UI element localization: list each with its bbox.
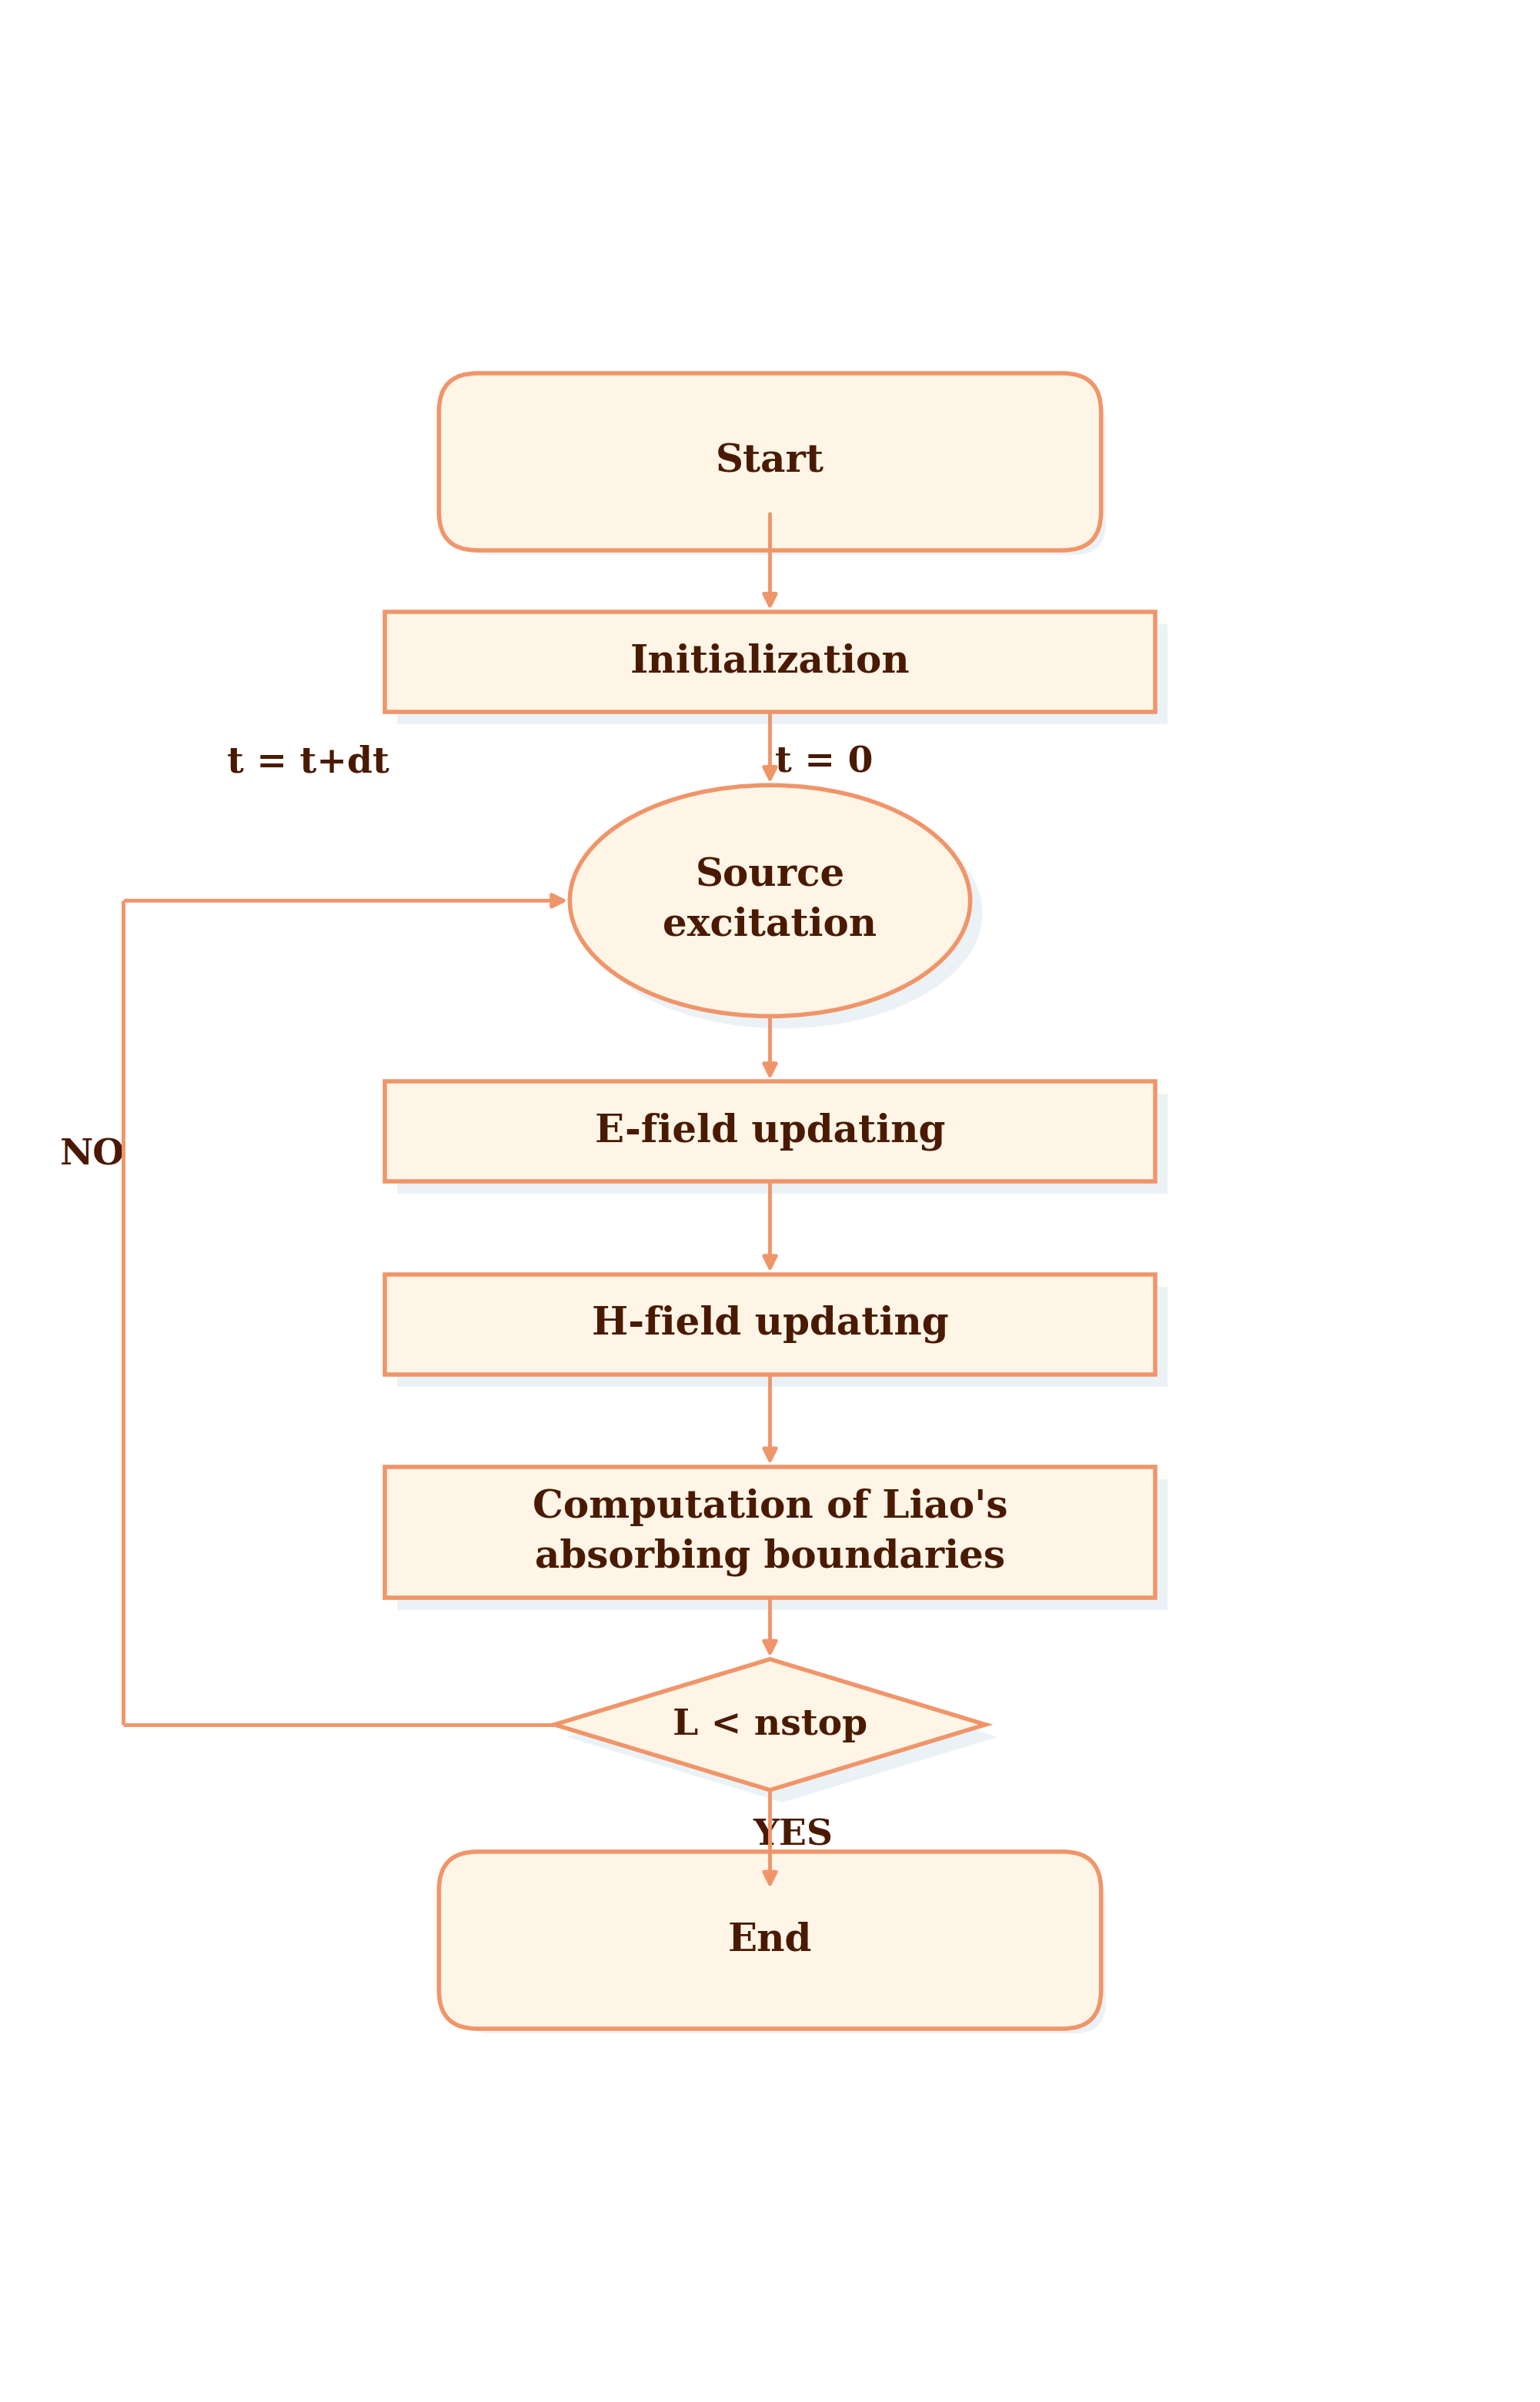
Text: Initialization: Initialization	[630, 644, 910, 680]
FancyBboxPatch shape	[397, 1093, 1167, 1194]
Text: Start: Start	[716, 442, 824, 480]
FancyBboxPatch shape	[397, 1480, 1167, 1609]
FancyBboxPatch shape	[385, 1273, 1155, 1374]
FancyBboxPatch shape	[397, 625, 1167, 725]
Text: E-field updating: E-field updating	[594, 1112, 946, 1151]
FancyBboxPatch shape	[459, 1871, 1106, 2034]
Ellipse shape	[582, 797, 983, 1028]
FancyBboxPatch shape	[385, 1468, 1155, 1597]
FancyBboxPatch shape	[439, 1852, 1101, 2030]
Ellipse shape	[570, 785, 970, 1016]
Text: L < nstop: L < nstop	[673, 1708, 867, 1741]
Polygon shape	[554, 1660, 986, 1789]
FancyBboxPatch shape	[385, 613, 1155, 711]
FancyBboxPatch shape	[439, 372, 1101, 550]
Text: H-field updating: H-field updating	[591, 1304, 949, 1343]
Text: Source
excitation: Source excitation	[664, 858, 876, 944]
FancyBboxPatch shape	[397, 1287, 1167, 1386]
Text: t = t+dt: t = t+dt	[226, 745, 390, 781]
FancyBboxPatch shape	[385, 1081, 1155, 1182]
Text: Computation of Liao's
absorbing boundaries: Computation of Liao's absorbing boundari…	[533, 1489, 1007, 1576]
Polygon shape	[567, 1672, 998, 1801]
Text: t = 0: t = 0	[775, 745, 873, 781]
Text: End: End	[728, 1922, 812, 1960]
Text: YES: YES	[753, 1818, 833, 1854]
FancyBboxPatch shape	[459, 394, 1106, 555]
Text: NO: NO	[60, 1136, 125, 1172]
